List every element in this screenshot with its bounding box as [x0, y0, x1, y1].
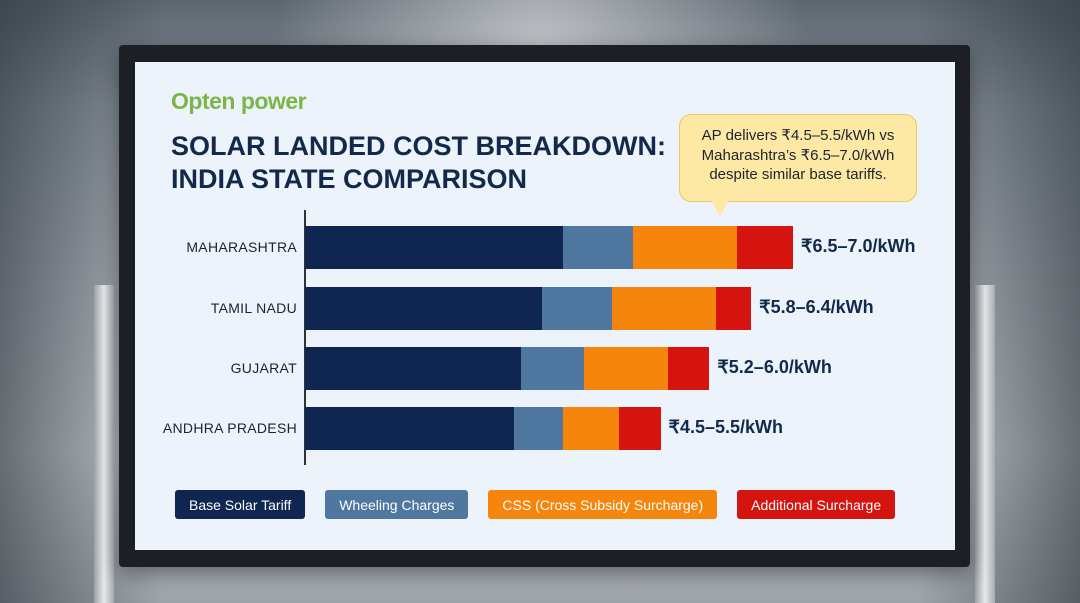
callout-bubble: AP delivers ₹4.5–5.5/kWh vs Maharashtra’…: [679, 114, 917, 217]
chart-title: SOLAR LANDED COST BREAKDOWN: INDIA STATE …: [171, 130, 671, 196]
bar-segment: [521, 347, 584, 390]
legend-item: Additional Surcharge: [737, 490, 896, 519]
bar-segment: [305, 287, 543, 330]
category-label: TAMIL NADU: [210, 300, 297, 316]
bar-segment: [737, 226, 793, 269]
monitor-screen: Opten power SOLAR LANDED COST BREAKDOWN:…: [135, 62, 955, 550]
category-label: GUJARAT: [230, 360, 297, 376]
data-label: ₹4.5–5.5/kWh: [668, 417, 784, 437]
legend-item: Base Solar Tariff: [175, 490, 306, 519]
title-line-2: INDIA STATE COMPARISON: [171, 164, 527, 194]
bar-maharashtra: [305, 226, 793, 269]
data-label: ₹6.5–7.0/kWh: [801, 236, 916, 256]
bar-gujarat: [305, 347, 710, 390]
bar-segment: [562, 226, 633, 269]
bar-segment: [542, 287, 612, 330]
data-label: ₹5.2–6.0/kWh: [717, 357, 832, 377]
bar-segment: [611, 287, 717, 330]
bar-segment: [305, 347, 522, 390]
bar-segment: [305, 407, 515, 450]
bar-tamil-nadu: [305, 287, 752, 330]
category-label: MAHARASHTRA: [186, 239, 297, 255]
bar-segment: [632, 226, 738, 269]
bar-segment: [667, 347, 710, 390]
y-axis-line: [304, 210, 306, 465]
bar-segment: [618, 407, 661, 450]
title-line-1: SOLAR LANDED COST BREAKDOWN:: [171, 131, 666, 161]
stand-post-left: [94, 285, 114, 603]
legend: Base Solar Tariff Wheeling Charges CSS (Cr…: [175, 490, 896, 519]
category-label: ANDHRA PRADESH: [162, 420, 297, 436]
data-label: ₹5.8–6.4/kWh: [759, 297, 874, 317]
bar-segment: [583, 347, 668, 390]
stand-post-right: [975, 285, 995, 603]
legend-item: CSS (Cross Subsidy Surcharge): [488, 490, 718, 519]
bar-segment: [514, 407, 563, 450]
legend-item: Wheeling Charges: [325, 490, 469, 519]
bar-segment: [716, 287, 752, 330]
bar-segment: [562, 407, 619, 450]
bar-andhra-pradesh: [305, 407, 661, 450]
bar-segment: [305, 226, 563, 269]
logo: Opten power: [171, 88, 307, 114]
